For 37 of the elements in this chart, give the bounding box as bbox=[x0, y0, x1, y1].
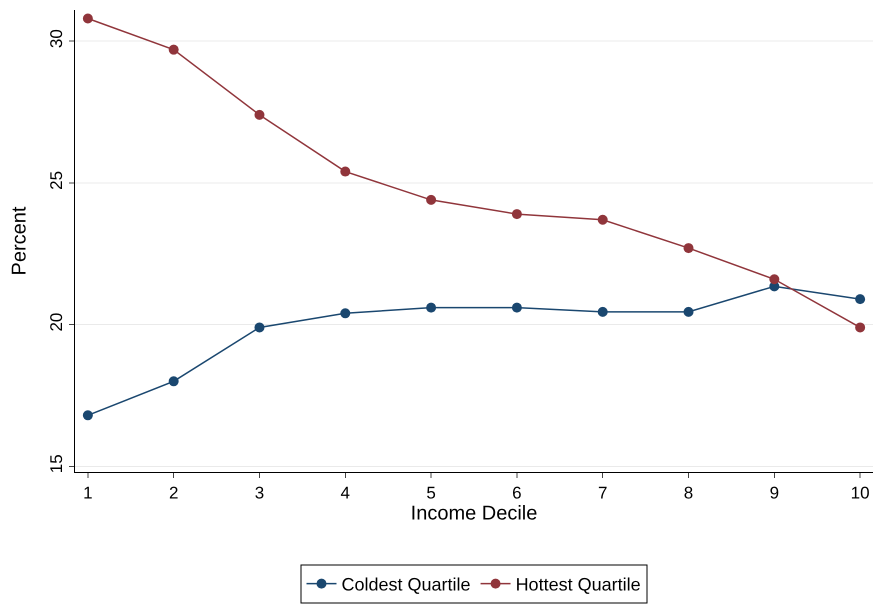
y-axis-title: Percent bbox=[8, 206, 31, 276]
x-tick-label: 6 bbox=[512, 483, 522, 502]
x-tick-label: 9 bbox=[770, 483, 780, 502]
point bbox=[684, 243, 694, 254]
point bbox=[340, 308, 350, 318]
point bbox=[168, 376, 179, 386]
point bbox=[254, 322, 264, 332]
point bbox=[82, 410, 93, 420]
point bbox=[598, 214, 608, 225]
x-tick-label: 8 bbox=[684, 483, 694, 502]
point bbox=[254, 110, 264, 120]
point bbox=[168, 44, 179, 55]
x-tick-label: 4 bbox=[340, 483, 350, 502]
x-tick-label: 1 bbox=[83, 483, 93, 502]
point bbox=[855, 322, 866, 332]
x-axis-title: Income Decile bbox=[410, 502, 538, 524]
y-tick-label: 25 bbox=[47, 170, 66, 190]
x-tick-label: 3 bbox=[254, 483, 264, 502]
x-tick-label: 5 bbox=[426, 483, 436, 502]
point bbox=[82, 14, 93, 24]
point bbox=[769, 274, 780, 284]
y-tick-label: 30 bbox=[47, 29, 66, 48]
legend-label: Hottest Quartile bbox=[516, 574, 641, 595]
point bbox=[340, 166, 350, 177]
legend-label: Coldest Quartile bbox=[342, 574, 471, 595]
point bbox=[426, 194, 436, 205]
y-tick-label: 20 bbox=[47, 312, 66, 332]
point bbox=[512, 302, 522, 313]
x-tick-label: 7 bbox=[598, 483, 608, 502]
point bbox=[684, 306, 694, 317]
point bbox=[598, 306, 608, 317]
x-tick-label: 2 bbox=[168, 483, 178, 502]
y-tick-label: 15 bbox=[47, 454, 66, 474]
point bbox=[426, 302, 436, 313]
point bbox=[512, 209, 522, 220]
x-tick-label: 10 bbox=[850, 483, 870, 502]
point bbox=[855, 294, 866, 304]
